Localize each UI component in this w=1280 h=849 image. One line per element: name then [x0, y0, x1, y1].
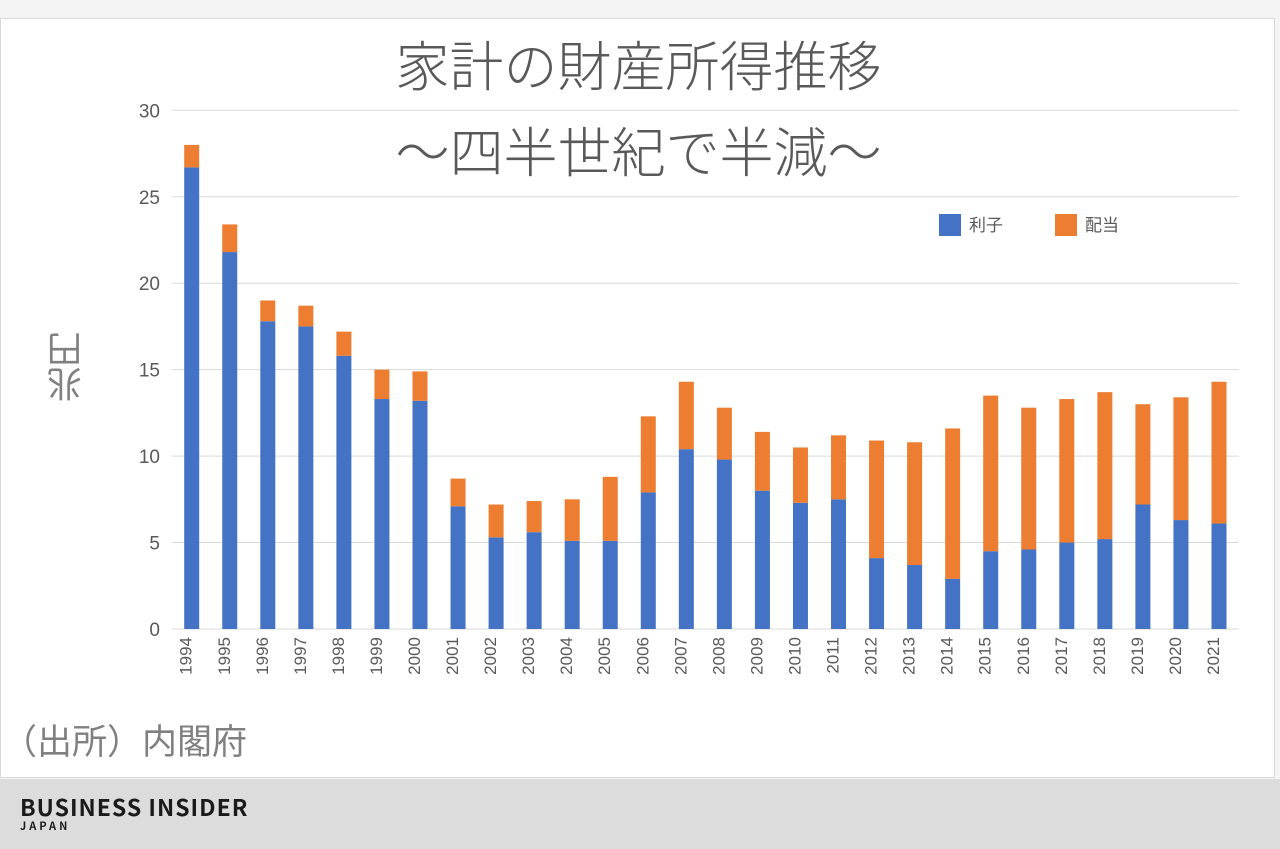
svg-text:2001: 2001: [443, 637, 462, 675]
svg-text:0: 0: [149, 620, 160, 641]
svg-text:20: 20: [139, 274, 160, 295]
svg-text:1996: 1996: [253, 637, 272, 675]
svg-text:2017: 2017: [1052, 637, 1071, 675]
svg-text:15: 15: [139, 361, 160, 382]
svg-text:2008: 2008: [709, 637, 728, 675]
svg-text:2018: 2018: [1090, 637, 1109, 675]
svg-text:2021: 2021: [1204, 637, 1223, 675]
svg-text:2006: 2006: [633, 637, 652, 675]
svg-text:2002: 2002: [481, 637, 500, 675]
svg-text:2010: 2010: [785, 637, 804, 675]
svg-text:2014: 2014: [938, 637, 957, 675]
svg-text:2020: 2020: [1166, 637, 1185, 675]
svg-text:2012: 2012: [862, 637, 881, 675]
svg-text:2003: 2003: [519, 637, 538, 675]
svg-text:2016: 2016: [1014, 637, 1033, 675]
svg-text:2019: 2019: [1128, 637, 1147, 675]
svg-text:1999: 1999: [367, 637, 386, 675]
svg-text:2015: 2015: [976, 637, 995, 675]
svg-text:1994: 1994: [177, 637, 196, 675]
svg-text:1998: 1998: [329, 637, 348, 675]
svg-text:2011: 2011: [824, 637, 843, 674]
svg-text:2009: 2009: [747, 637, 766, 675]
svg-text:2013: 2013: [900, 637, 919, 675]
svg-text:2005: 2005: [595, 637, 614, 675]
svg-text:2004: 2004: [557, 637, 576, 675]
svg-text:2007: 2007: [671, 637, 690, 675]
svg-text:2000: 2000: [405, 637, 424, 675]
svg-text:25: 25: [139, 188, 160, 209]
svg-text:1995: 1995: [215, 637, 234, 675]
svg-text:1997: 1997: [291, 637, 310, 675]
svg-text:10: 10: [139, 447, 160, 468]
svg-text:5: 5: [149, 534, 160, 555]
